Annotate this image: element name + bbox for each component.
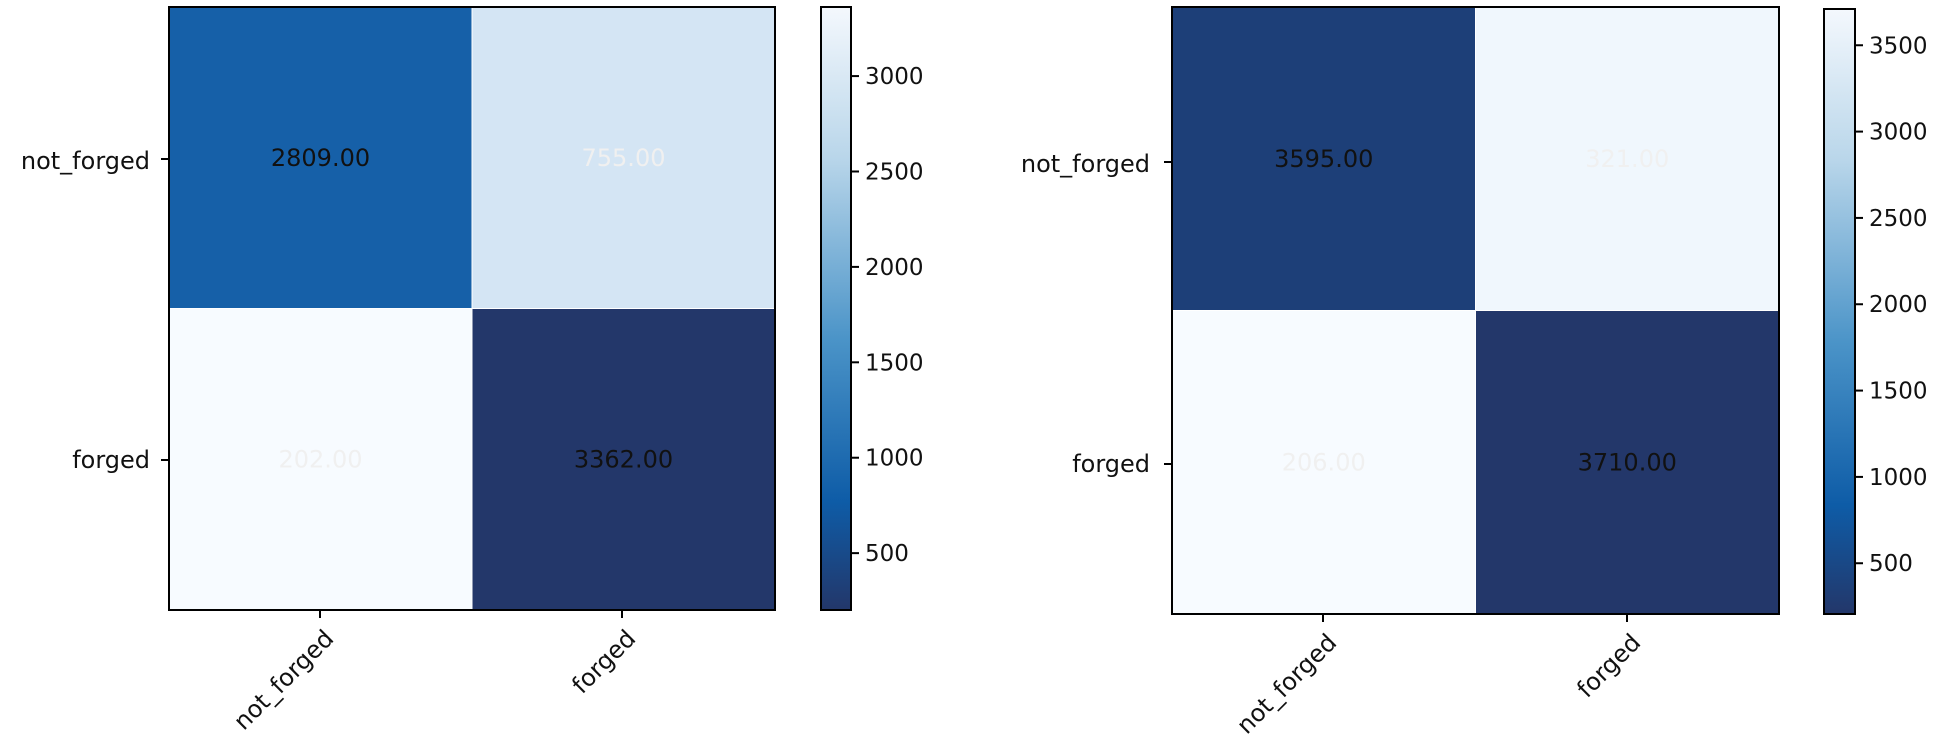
col-label-1-0: not_forged (228, 624, 339, 735)
cell-value-2-0-0: 3595.00 (1274, 145, 1373, 173)
heatmap-frame-1 (168, 6, 776, 611)
colorbar-ticks-2: 500 1000 1500 2000 2500 3000 3500 (1855, 33, 1928, 577)
row-label-1-0: not_forged (21, 147, 150, 175)
colorbar-tick-label-1-5: 3000 (865, 64, 924, 90)
colorbar-tick-label-2-4: 2500 (1869, 206, 1928, 232)
cell-value-1-0-1: 755.00 (582, 144, 666, 172)
heatmap-cell-2-0-1 (1475, 6, 1780, 311)
colorbar-2 (1823, 8, 1856, 615)
cell-value-1-1-0: 202.00 (279, 445, 363, 473)
colorbar-tick-label-2-2: 1500 (1869, 379, 1928, 405)
row-label-2-0: not_forged (1021, 150, 1150, 178)
colorbar-tick-label-1-1: 1000 (865, 446, 924, 472)
colorbar-tick-label-1-2: 1500 (865, 350, 924, 376)
colorbar-tick-label-1-0: 500 (865, 541, 909, 567)
heatmap-cells-2 (1171, 6, 1780, 615)
colorbar-tick-label-2-3: 2000 (1869, 292, 1928, 318)
col-label-1-1: forged (566, 624, 641, 699)
cell-value-labels-2: 3595.00 321.00 206.00 3710.00 (1274, 145, 1677, 477)
heatmap-cell-1-1-0 (168, 308, 473, 611)
col-label-2-1: forged (1571, 628, 1646, 703)
confusion-matrix-1: 2809.00 755.00 202.00 3362.00 not_forged fo… (21, 6, 924, 736)
colorbar-tick-label-1-4: 2500 (865, 159, 924, 185)
col-label-2-0: not_forged (1231, 628, 1342, 739)
row-label-2-1: forged (1072, 450, 1150, 478)
colorbar-tick-label-2-6: 3500 (1869, 33, 1928, 59)
heatmap-cell-2-1-1 (1475, 310, 1780, 615)
heatmap-cell-1-0-0 (168, 6, 473, 309)
heatmap-cell-1-1-1 (471, 308, 776, 611)
row-label-1-1: forged (72, 446, 150, 474)
heatmap-cell-1-0-1 (471, 6, 776, 309)
colorbar-tick-label-1-3: 2000 (865, 255, 924, 281)
heatmap-frame-2 (1171, 6, 1780, 615)
cell-value-labels-1: 2809.00 755.00 202.00 3362.00 (271, 144, 673, 474)
cell-value-1-1-1: 3362.00 (574, 445, 673, 473)
cell-value-2-1-0: 206.00 (1282, 448, 1366, 476)
colorbar-1 (820, 6, 852, 611)
colorbar-tick-label-2-5: 3000 (1869, 120, 1928, 146)
cell-value-2-0-1: 321.00 (1585, 145, 1669, 173)
cell-value-2-1-1: 3710.00 (1578, 448, 1677, 476)
heatmap-cell-2-1-0 (1171, 310, 1476, 615)
heatmap-cells-1 (168, 6, 776, 611)
confusion-matrix-2: 3595.00 321.00 206.00 3710.00 not_forged fo… (1021, 6, 1928, 740)
colorbar-tick-label-2-1: 1000 (1869, 465, 1928, 491)
colorbar-tick-label-2-0: 500 (1869, 551, 1913, 577)
cell-value-1-0-0: 2809.00 (271, 144, 370, 172)
colorbar-ticks-1: 500 1000 1500 2000 2500 3000 (851, 64, 924, 567)
